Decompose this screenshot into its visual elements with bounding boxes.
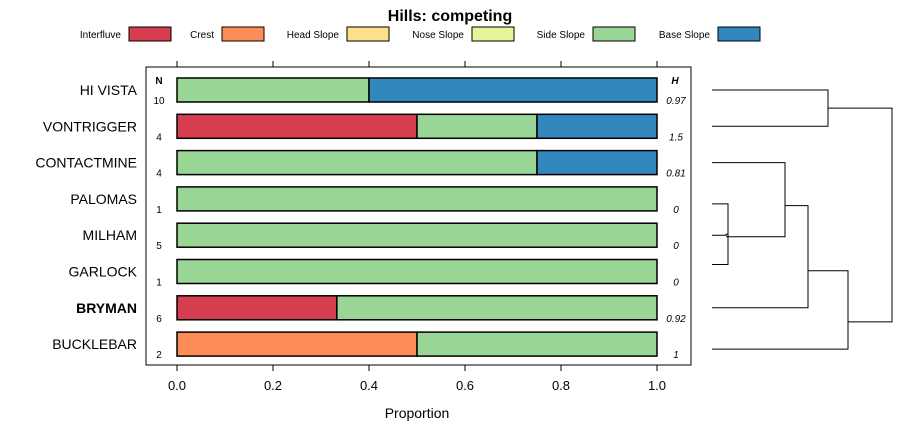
legend-label-head-slope: Head Slope: [287, 30, 340, 41]
legend-label-base-slope: Base Slope: [659, 30, 711, 41]
bar-vontrigger-base-slope: [536, 113, 658, 140]
row-label-contactmine: CONTACTMINE: [35, 155, 137, 171]
h-value-garlock: 0: [673, 278, 679, 289]
x-axis-title: Proportion: [385, 405, 450, 421]
bar-bucklebar-crest: [176, 331, 418, 357]
bar-vontrigger-interfluve: [176, 113, 418, 140]
bar-garlock-side-slope: [176, 258, 658, 285]
row-label-bryman: BRYMAN: [76, 300, 137, 316]
n-value-bucklebar: 2: [156, 350, 162, 361]
bar-vontrigger-side-slope: [416, 113, 538, 140]
n-value-milham: 5: [156, 241, 162, 252]
legend-swatch-side-slope: [592, 26, 636, 42]
n-value-contactmine: 4: [156, 169, 162, 180]
legend-swatch-base-slope: [717, 26, 761, 42]
chart-title: Hills: competing: [388, 8, 512, 25]
x-tick-label-0: 0.0: [168, 378, 186, 393]
bar-bucklebar-side-slope: [416, 331, 658, 357]
bar-hi-vista-side-slope: [176, 77, 370, 103]
legend-swatch-nose-slope: [471, 26, 515, 42]
h-value-hi-vista: 0.97: [666, 96, 686, 107]
x-tick-label-4: 0.8: [552, 378, 570, 393]
h-value-milham: 0: [673, 241, 679, 252]
bar-milham-side-slope: [176, 222, 658, 248]
dendro-merge-milham: [712, 233, 728, 236]
x-tick-label-1: 0.2: [264, 378, 282, 393]
row-label-hi-vista: HI VISTA: [80, 82, 138, 98]
n-value-garlock: 1: [156, 278, 162, 289]
row-label-bucklebar: BUCKLEBAR: [52, 336, 137, 352]
n-value-hi-vista: 10: [153, 96, 165, 107]
bar-contactmine-base-slope: [536, 149, 658, 176]
plot-frame: [145, 66, 692, 366]
dendrogram: [712, 89, 893, 350]
x-tick-label-3: 0.6: [456, 378, 474, 393]
row-label-garlock: GARLOCK: [69, 264, 138, 280]
bar-bryman-side-slope: [336, 295, 658, 321]
n-value-palomas: 1: [156, 205, 162, 216]
row-label-vontrigger: VONTRIGGER: [43, 118, 137, 134]
legend: Interfluve Crest Head Slope Nose Slope Side …: [80, 26, 761, 42]
legend-label-nose-slope: Nose Slope: [412, 30, 464, 41]
h-header: H: [671, 76, 679, 87]
legend-label-side-slope: Side Slope: [537, 30, 586, 41]
legend-swatch-interfluve: [128, 26, 172, 42]
x-tick-label-5: 1.0: [648, 378, 666, 393]
h-value-palomas: 0: [673, 205, 679, 216]
h-value-bucklebar: 1: [673, 350, 679, 361]
dendro-merge-contactmine: [712, 162, 786, 238]
legend-swatch-crest: [221, 26, 265, 42]
n-header: N: [155, 76, 162, 87]
legend-label-crest: Crest: [190, 30, 214, 41]
h-value-contactmine: 0.81: [666, 169, 685, 180]
dendro-merge-hivista-vontrigger: [712, 89, 829, 127]
h-value-bryman: 0.92: [666, 314, 686, 325]
legend-label-interfluve: Interfluve: [80, 30, 122, 41]
n-value-vontrigger: 4: [156, 132, 162, 143]
bar-palomas-side-slope: [176, 186, 658, 212]
bar-hi-vista-base-slope: [368, 77, 658, 103]
row-label-palomas: PALOMAS: [70, 191, 137, 207]
x-tick-label-2: 0.4: [360, 378, 378, 393]
row-label-milham: MILHAM: [83, 227, 137, 243]
h-value-vontrigger: 1.5: [669, 132, 683, 143]
dendro-merge-bryman: [712, 205, 809, 309]
dendro-merge-bucklebar: [712, 270, 849, 350]
legend-swatch-head-slope: [346, 26, 390, 42]
bar-contactmine-side-slope: [176, 149, 538, 176]
dendro-merge-root: [828, 107, 893, 323]
n-value-bryman: 6: [156, 314, 162, 325]
bar-bryman-interfluve: [176, 295, 338, 321]
